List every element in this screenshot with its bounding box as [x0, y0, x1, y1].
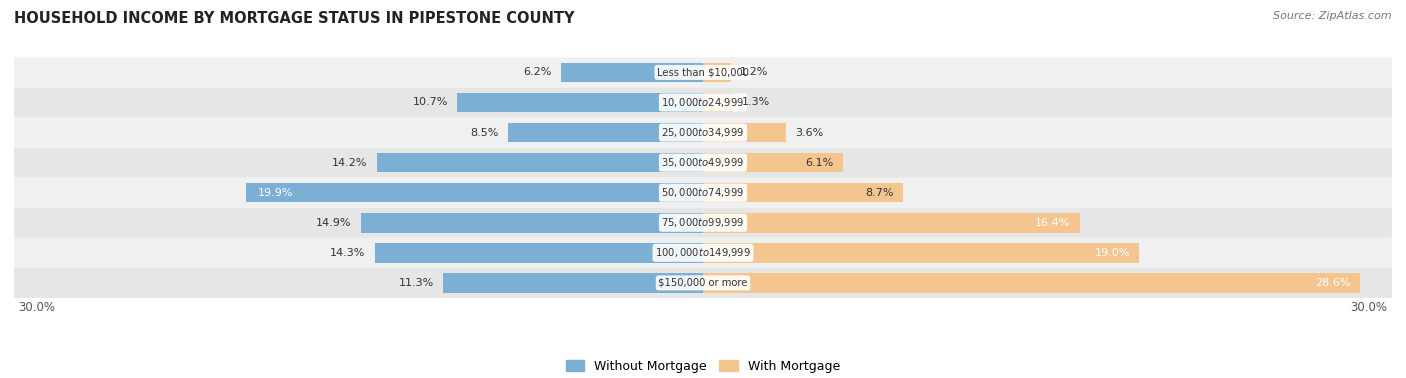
Bar [561, 63, 703, 82]
FancyBboxPatch shape [14, 87, 1392, 118]
Legend: Without Mortgage, With Mortgage: Without Mortgage, With Mortgage [561, 355, 845, 378]
Bar [703, 153, 844, 172]
Bar [703, 63, 731, 82]
Text: $75,000 to $99,999: $75,000 to $99,999 [661, 216, 745, 229]
Bar [703, 243, 1139, 263]
Text: 3.6%: 3.6% [794, 127, 823, 138]
Text: $10,000 to $24,999: $10,000 to $24,999 [661, 96, 745, 109]
Text: 6.2%: 6.2% [523, 67, 551, 77]
Text: HOUSEHOLD INCOME BY MORTGAGE STATUS IN PIPESTONE COUNTY: HOUSEHOLD INCOME BY MORTGAGE STATUS IN P… [14, 11, 575, 26]
Text: 19.0%: 19.0% [1095, 248, 1130, 258]
Text: 8.7%: 8.7% [865, 188, 894, 198]
Bar [703, 213, 1080, 232]
FancyBboxPatch shape [14, 268, 1392, 298]
Text: 1.3%: 1.3% [742, 98, 770, 107]
Bar [246, 183, 703, 203]
FancyBboxPatch shape [14, 57, 1392, 87]
Text: 6.1%: 6.1% [806, 158, 834, 167]
Text: $35,000 to $49,999: $35,000 to $49,999 [661, 156, 745, 169]
FancyBboxPatch shape [14, 147, 1392, 178]
Text: 19.9%: 19.9% [257, 188, 292, 198]
Text: 16.4%: 16.4% [1035, 218, 1070, 228]
Bar [703, 273, 1360, 293]
Text: $100,000 to $149,999: $100,000 to $149,999 [655, 246, 751, 259]
FancyBboxPatch shape [14, 118, 1392, 147]
Text: 30.0%: 30.0% [1350, 301, 1388, 314]
Bar [443, 273, 703, 293]
Bar [703, 123, 786, 143]
Text: 14.3%: 14.3% [330, 248, 366, 258]
Text: 1.2%: 1.2% [740, 67, 768, 77]
Text: 14.9%: 14.9% [316, 218, 352, 228]
FancyBboxPatch shape [14, 238, 1392, 268]
Text: 14.2%: 14.2% [332, 158, 368, 167]
Text: $25,000 to $34,999: $25,000 to $34,999 [661, 126, 745, 139]
Bar [703, 93, 733, 112]
Text: Less than $10,000: Less than $10,000 [657, 67, 749, 77]
Text: $150,000 or more: $150,000 or more [658, 278, 748, 288]
FancyBboxPatch shape [14, 178, 1392, 208]
Text: 28.6%: 28.6% [1315, 278, 1351, 288]
FancyBboxPatch shape [14, 208, 1392, 238]
Text: Source: ZipAtlas.com: Source: ZipAtlas.com [1274, 11, 1392, 21]
Bar [508, 123, 703, 143]
Bar [374, 243, 703, 263]
Text: $50,000 to $74,999: $50,000 to $74,999 [661, 186, 745, 199]
Text: 30.0%: 30.0% [18, 301, 56, 314]
Text: 10.7%: 10.7% [413, 98, 449, 107]
Bar [377, 153, 703, 172]
Bar [457, 93, 703, 112]
Text: 11.3%: 11.3% [399, 278, 434, 288]
Bar [703, 183, 903, 203]
Text: 8.5%: 8.5% [470, 127, 499, 138]
Bar [361, 213, 703, 232]
